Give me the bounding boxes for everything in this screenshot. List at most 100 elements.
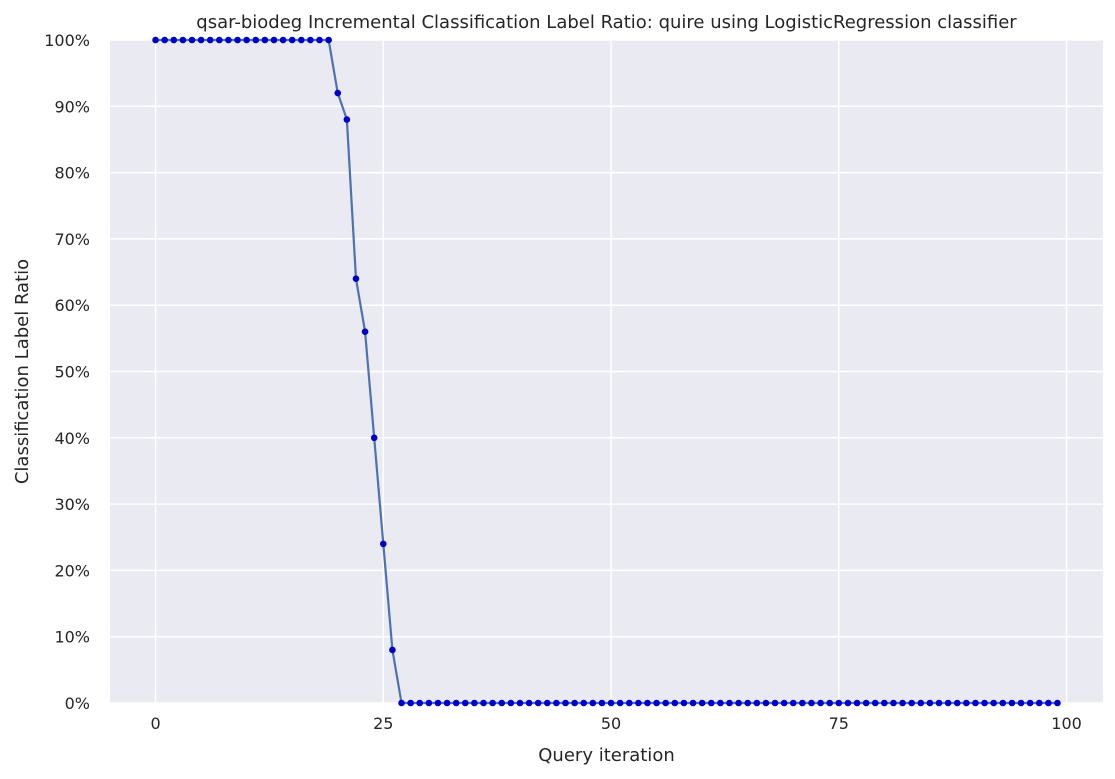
data-point	[534, 699, 542, 707]
data-point	[343, 116, 351, 123]
data-point	[762, 699, 770, 707]
y-tick-label: 70%	[54, 230, 90, 249]
x-axis-label: Query iteration	[538, 745, 674, 766]
y-tick-label: 30%	[54, 495, 90, 514]
data-point	[580, 699, 588, 707]
data-point	[1026, 699, 1034, 707]
data-point	[261, 36, 269, 44]
x-axis-ticks: 0 25 50 75 100	[150, 714, 1081, 733]
data-point	[953, 699, 961, 707]
data-point	[334, 89, 342, 97]
data-point	[717, 699, 724, 707]
data-point	[926, 699, 934, 707]
data-point	[152, 36, 159, 44]
data-point	[516, 699, 524, 707]
data-point	[899, 699, 906, 707]
data-point	[625, 699, 633, 707]
y-tick-label: 0%	[65, 694, 90, 713]
y-tick-label: 20%	[54, 561, 90, 580]
data-point	[197, 36, 205, 44]
data-point	[434, 699, 442, 707]
data-point	[543, 699, 551, 707]
data-point	[698, 699, 706, 707]
data-point	[808, 699, 815, 707]
data-point	[325, 36, 332, 44]
data-point	[380, 540, 387, 548]
y-tick-label: 60%	[54, 296, 90, 315]
x-tick-label: 0	[150, 714, 160, 733]
data-point	[935, 699, 943, 707]
series-line	[154, 38, 1059, 705]
data-point	[853, 699, 861, 707]
x-tick-label: 25	[373, 714, 393, 733]
data-point	[1045, 699, 1052, 707]
data-point	[707, 699, 715, 707]
data-point	[416, 699, 424, 707]
data-point	[425, 699, 433, 707]
data-point	[598, 699, 606, 707]
y-tick-label: 90%	[54, 97, 90, 116]
data-point	[607, 699, 615, 707]
data-point	[789, 699, 797, 707]
data-point	[662, 699, 670, 707]
data-point	[489, 699, 496, 707]
data-point	[443, 699, 451, 707]
data-point	[735, 699, 742, 707]
data-point	[370, 434, 378, 442]
data-point	[188, 36, 196, 44]
data-point	[999, 699, 1007, 707]
data-point	[252, 36, 260, 44]
x-tick-label: 75	[829, 714, 849, 733]
data-point	[216, 36, 223, 44]
data-point	[1054, 699, 1061, 707]
data-point	[243, 36, 250, 44]
data-point	[461, 699, 469, 707]
data-point	[671, 699, 679, 707]
series-layer	[152, 36, 1061, 707]
data-point	[644, 699, 651, 707]
data-point	[206, 36, 214, 44]
y-tick-label: 80%	[54, 164, 90, 183]
data-point	[908, 699, 915, 707]
y-axis-ticks: 0% 10% 20% 30% 40% 50% 60% 70% 80% 90% 100%	[44, 31, 90, 713]
data-point	[471, 699, 478, 707]
data-point	[507, 699, 515, 707]
data-point	[871, 699, 879, 707]
data-point	[452, 699, 460, 707]
data-point	[635, 699, 642, 707]
data-point	[589, 699, 597, 707]
data-point	[288, 36, 296, 44]
data-point	[1017, 699, 1025, 707]
data-point	[780, 699, 788, 707]
data-point	[616, 699, 624, 707]
data-point	[316, 36, 323, 44]
data-point	[407, 699, 414, 707]
data-point	[1035, 699, 1043, 707]
data-point	[161, 36, 168, 44]
data-point	[398, 699, 405, 707]
data-point	[170, 36, 178, 44]
grid	[110, 39, 1103, 704]
data-point	[826, 699, 833, 707]
data-point	[352, 275, 360, 282]
data-point	[498, 699, 506, 707]
data-point	[835, 699, 843, 707]
data-point	[744, 699, 752, 707]
data-point	[480, 699, 487, 707]
data-point	[225, 36, 232, 44]
data-point	[917, 699, 925, 707]
data-point	[771, 699, 779, 707]
data-point	[726, 699, 733, 707]
y-tick-label: 40%	[54, 429, 90, 448]
data-point	[525, 699, 533, 707]
x-tick-label: 100	[1051, 714, 1082, 733]
data-point	[944, 699, 952, 707]
data-point	[817, 699, 824, 707]
data-point	[844, 699, 852, 707]
data-point	[799, 699, 806, 707]
data-point	[972, 699, 979, 707]
y-tick-label: 50%	[54, 363, 90, 382]
y-tick-label: 10%	[54, 628, 90, 647]
data-point	[179, 36, 187, 44]
data-point	[553, 699, 560, 707]
